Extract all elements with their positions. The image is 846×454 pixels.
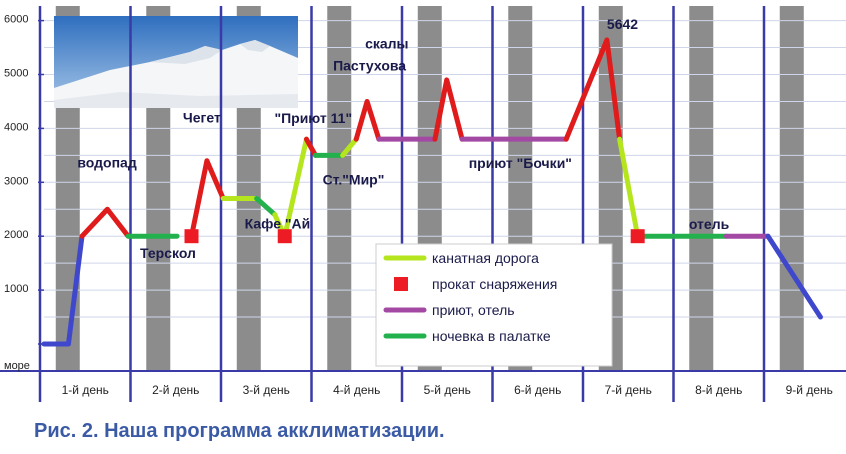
route-segment-peak [432, 77, 465, 142]
route-annotation: Кафе "Ай [245, 215, 311, 231]
y-tick-label: 3000 [4, 175, 28, 187]
legend: канатная дорога прокат снаряжения приют, о… [375, 243, 613, 367]
route-annotation: 5642 [607, 16, 638, 32]
route-annotation: приют "Бочки" [469, 155, 572, 171]
legend-label: приют, отель [432, 302, 515, 318]
route-annotation: водопад [77, 154, 136, 170]
x-tick-label: 5-й день [424, 383, 471, 397]
route-line [41, 37, 823, 347]
x-tick-label: 7-й день [605, 383, 652, 397]
day-band [689, 6, 714, 371]
x-tick-label: 9-й день [786, 383, 833, 397]
route-annotation: Терскол [140, 245, 196, 261]
route-segment-lift [340, 136, 359, 158]
y-tick-labels: море 1000 2000 3000 4000 5000 6000 [4, 14, 44, 372]
route-segment-lift [282, 136, 309, 239]
y-tick-label: 4000 [4, 121, 28, 133]
legend-swatch-rental [394, 277, 408, 291]
x-tick-labels: 1-й день 2-й день 3-й день 4-й день 5-й день… [62, 383, 833, 397]
legend-label: прокат снаряжения [432, 276, 557, 292]
x-tick-label: 4-й день [333, 383, 380, 397]
route-segment-walk [765, 233, 823, 320]
route-segment-peak [189, 158, 226, 239]
route-annotation: Пастухова [333, 57, 406, 73]
x-tick-label: 2-й день [152, 383, 199, 397]
annotations: водопад Терскол Чегет Кафе "Ай "Приют 11" Ст.… [77, 16, 729, 261]
route-segment-tent [254, 195, 278, 218]
route-annotation: Ст."Мир" [323, 171, 385, 187]
day-band [327, 6, 352, 371]
x-tick-label: 1-й день [62, 383, 109, 397]
route-segment-peak [303, 136, 318, 158]
axes [0, 6, 846, 402]
y-tick-label: 5000 [4, 68, 28, 80]
x-tick-label: 3-й день [243, 383, 290, 397]
route-segment-peak [563, 37, 623, 142]
rental-marker [184, 229, 199, 244]
day-band [779, 6, 804, 371]
x-tick-label: 8-й день [695, 383, 742, 397]
rental-marker [277, 229, 292, 244]
route-annotation: "Приют 11" [274, 110, 352, 126]
route-segment-lift [617, 136, 641, 239]
route-segment-peak [79, 206, 131, 239]
route-segment-walk [41, 233, 85, 347]
figure-caption: Рис. 2. Наша программа акклиматизации. [34, 420, 445, 442]
route-segment-peak [353, 98, 382, 142]
rental-marker [630, 229, 645, 244]
legend-label: канатная дорога [432, 250, 539, 266]
mountain-photo [54, 16, 298, 108]
y-tick-label: 2000 [4, 229, 28, 241]
route-annotation: Чегет [183, 110, 221, 126]
rental-markers [184, 229, 645, 244]
legend-box [375, 243, 613, 367]
x-tick-label: 6-й день [514, 383, 561, 397]
route-annotation: отель [689, 216, 730, 232]
route-annotation: скалы [365, 35, 408, 51]
y-tick-label: 1000 [4, 283, 28, 295]
y-tick-label: море [4, 360, 30, 372]
legend-label: ночевка в палатке [432, 328, 551, 344]
y-tick-label: 6000 [4, 14, 28, 26]
